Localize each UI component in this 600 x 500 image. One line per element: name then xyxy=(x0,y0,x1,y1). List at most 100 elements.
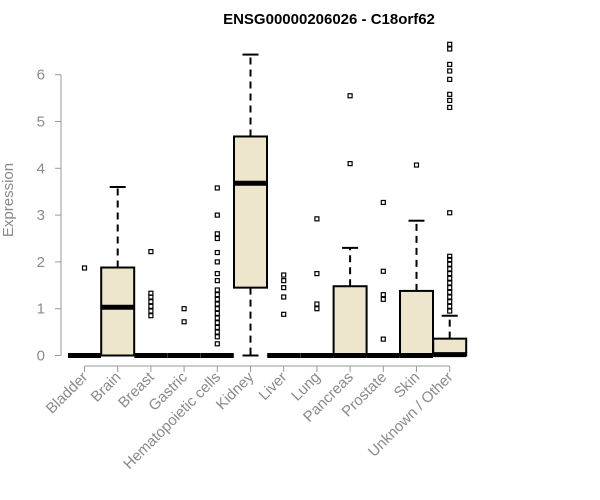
outlier-point xyxy=(148,303,154,309)
outlier-point xyxy=(447,97,453,104)
outlier-point xyxy=(214,296,220,302)
outlier-point xyxy=(214,249,220,256)
outlier-point xyxy=(447,266,453,272)
outlier-point xyxy=(447,41,453,47)
outlier-point xyxy=(214,341,220,347)
chart-title: ENSG00000206026 - C18orf62 xyxy=(223,11,435,28)
outlier-point xyxy=(281,278,287,284)
outlier-point xyxy=(281,311,287,317)
outlier-point xyxy=(380,296,386,302)
outlier-point xyxy=(447,308,453,314)
box-hematopoietic-cells xyxy=(200,185,234,358)
outlier-point xyxy=(214,310,220,316)
outlier-point xyxy=(447,104,453,111)
outlier-point xyxy=(214,301,220,307)
outlier-point xyxy=(447,271,453,277)
outlier-point xyxy=(214,320,220,326)
outlier-point xyxy=(447,256,453,263)
outlier-point xyxy=(148,249,154,255)
outlier-point xyxy=(447,61,453,68)
outlier-point xyxy=(447,210,453,216)
box-pancreas xyxy=(332,93,368,358)
outlier-point xyxy=(413,162,420,168)
outlier-point xyxy=(214,315,220,321)
outlier-point xyxy=(447,91,453,97)
y-tick-label-2: 2 xyxy=(37,254,45,271)
box-kidney xyxy=(233,53,268,357)
outlier-point xyxy=(380,292,386,298)
outlier-point xyxy=(447,294,453,300)
outlier-point xyxy=(447,68,453,74)
outlier-point xyxy=(447,280,453,286)
box-liver xyxy=(267,272,301,358)
y-tick-label-5: 5 xyxy=(37,114,45,131)
outlier-point xyxy=(447,289,453,295)
outlier-point xyxy=(214,185,220,191)
outlier-point xyxy=(447,303,453,309)
outlier-point xyxy=(347,161,353,167)
outlier-point xyxy=(281,285,287,291)
y-tick-label-0: 0 xyxy=(37,348,45,365)
outlier-point xyxy=(214,306,220,312)
outlier-point xyxy=(314,306,320,312)
box-body xyxy=(100,266,136,357)
outlier-point xyxy=(314,216,320,222)
outlier-point xyxy=(148,299,154,305)
outlier-point xyxy=(81,265,88,271)
outlier-point xyxy=(281,294,287,300)
y-tick-label-1: 1 xyxy=(37,301,45,318)
y-axis-label: Expression xyxy=(0,163,17,237)
outlier-point xyxy=(214,334,220,340)
box-brain xyxy=(100,186,136,357)
outlier-point xyxy=(214,287,220,293)
box-unknown-other xyxy=(432,41,468,358)
box-body xyxy=(233,135,268,289)
outlier-point xyxy=(447,253,453,259)
x-tick-label: Liver xyxy=(256,369,291,404)
outlier-point xyxy=(214,259,220,265)
outlier-point xyxy=(214,278,220,284)
outlier-point xyxy=(347,93,353,99)
outlier-point xyxy=(380,336,386,342)
box-skin xyxy=(399,162,434,358)
outlier-point xyxy=(181,306,187,312)
y-tick-label-3: 3 xyxy=(37,207,45,224)
box-gastric xyxy=(167,306,201,358)
box-body xyxy=(332,285,368,357)
outlier-point xyxy=(447,261,453,267)
y-tick-label-4: 4 xyxy=(37,160,45,177)
outlier-point xyxy=(380,268,386,274)
plot-area xyxy=(68,41,468,358)
outlier-point xyxy=(281,272,287,278)
outlier-point xyxy=(447,285,453,291)
outlier-point xyxy=(214,292,220,298)
outlier-point xyxy=(214,271,220,277)
box-lung xyxy=(300,216,334,358)
x-tick-label: Kidney xyxy=(213,368,258,413)
outlier-point xyxy=(447,275,453,281)
box-prostate xyxy=(366,199,400,358)
y-tick-label-6: 6 xyxy=(37,67,45,84)
box-body xyxy=(399,289,434,357)
outlier-point xyxy=(214,212,220,218)
outlier-point xyxy=(214,235,220,242)
outlier-point xyxy=(214,329,220,335)
outlier-point xyxy=(447,76,453,82)
box-breast xyxy=(134,249,168,358)
outlier-point xyxy=(148,313,154,319)
outlier-point xyxy=(314,271,320,277)
box-bladder xyxy=(68,265,101,358)
outlier-point xyxy=(214,324,220,331)
y-axis: 0 1 2 3 4 5 6 xyxy=(37,67,62,365)
outlier-point xyxy=(447,46,453,52)
outlier-point xyxy=(148,290,154,296)
x-tick-label: Bladder xyxy=(43,369,92,418)
outlier-point xyxy=(214,231,220,237)
outlier-point xyxy=(447,299,453,305)
outlier-point xyxy=(380,199,386,206)
outlier-point xyxy=(148,308,154,314)
outlier-point xyxy=(314,301,320,307)
outlier-point xyxy=(181,319,187,325)
